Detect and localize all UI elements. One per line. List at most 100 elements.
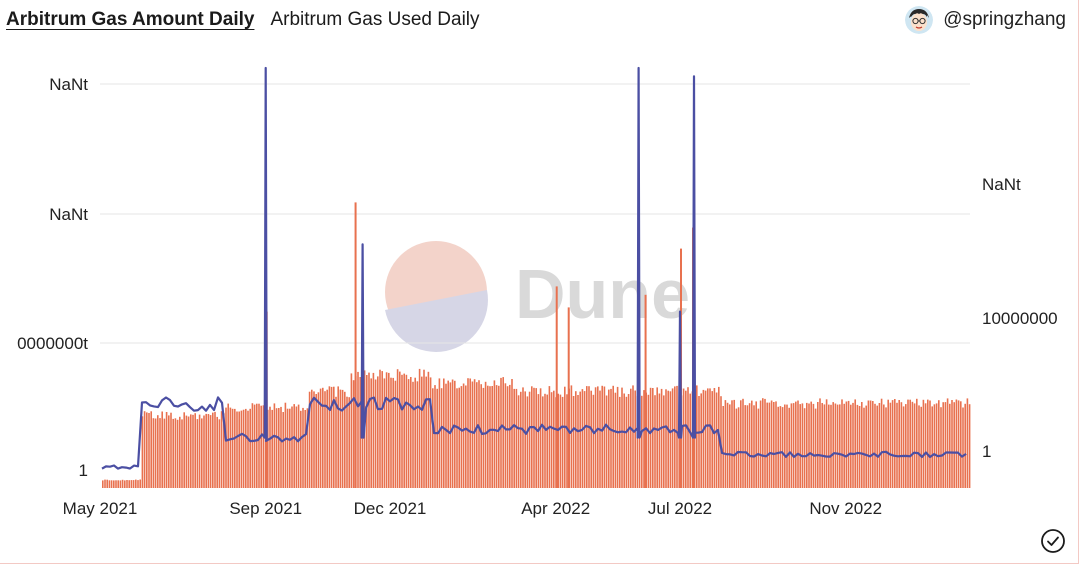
dune-watermark: Dune <box>385 241 690 352</box>
daily-bar <box>440 388 443 488</box>
daily-bar <box>572 396 575 488</box>
daily-bar <box>231 408 234 488</box>
daily-bar <box>946 398 949 488</box>
daily-bar <box>544 393 546 488</box>
daily-bar <box>117 480 119 488</box>
watermark-circle-bottom <box>385 290 488 352</box>
daily-bar <box>942 402 944 488</box>
daily-bar <box>236 411 238 488</box>
daily-bar <box>724 400 727 488</box>
daily-bar <box>599 390 601 488</box>
daily-bar <box>561 396 564 488</box>
daily-bar <box>135 479 137 488</box>
x-axis-tick-label: Dec 2021 <box>354 499 427 518</box>
daily-bar <box>713 388 716 488</box>
daily-bar <box>632 385 634 488</box>
daily-bar <box>861 402 863 488</box>
daily-bar <box>777 406 779 488</box>
daily-bar <box>225 407 227 488</box>
tab-gas-amount-daily[interactable]: Arbitrum Gas Amount Daily <box>6 9 255 30</box>
daily-bar <box>293 404 295 488</box>
daily-bar <box>161 411 163 488</box>
daily-bar <box>630 388 632 488</box>
daily-bar <box>821 403 823 488</box>
daily-bar <box>656 387 658 488</box>
daily-bar <box>357 371 359 488</box>
x-axis-tick-label: Apr 2022 <box>521 499 590 518</box>
daily-bar <box>174 418 177 488</box>
daily-bar <box>286 408 289 488</box>
daily-bar <box>685 390 687 488</box>
daily-bar <box>209 415 212 488</box>
daily-bar <box>308 391 311 488</box>
daily-bar <box>740 400 742 488</box>
daily-bar <box>817 402 819 488</box>
daily-bar <box>845 401 848 488</box>
daily-bar <box>223 413 225 488</box>
bar-spike <box>644 294 647 488</box>
daily-bar <box>295 406 298 488</box>
daily-bar <box>735 408 738 488</box>
daily-bar <box>238 411 240 488</box>
daily-bar <box>104 479 106 488</box>
daily-bar <box>469 378 471 488</box>
daily-bar <box>478 380 480 488</box>
daily-bar <box>808 403 810 488</box>
daily-bar <box>137 480 139 488</box>
check-circle-icon[interactable] <box>1040 528 1066 554</box>
daily-bar <box>940 407 942 488</box>
left-axis-tick-label: NaNt <box>49 205 88 224</box>
daily-bar <box>867 400 870 488</box>
daily-bar <box>902 406 905 488</box>
author-badge[interactable]: @springzhang <box>905 6 1066 34</box>
daily-bar <box>313 391 315 488</box>
daily-bar <box>322 387 324 488</box>
daily-bar <box>828 404 830 488</box>
daily-bar <box>449 382 452 488</box>
daily-bar <box>854 399 856 488</box>
daily-bar <box>832 402 834 488</box>
daily-bar <box>482 387 485 488</box>
daily-bar <box>139 479 141 488</box>
daily-bar <box>682 388 685 488</box>
x-axis-tick-label: Nov 2022 <box>809 499 882 518</box>
daily-bar <box>302 407 304 488</box>
daily-bar <box>471 381 474 488</box>
daily-bar <box>674 386 676 488</box>
daily-bar <box>280 406 282 488</box>
chart-axes: 1 0000000t NaNt NaNt 1 10000000 NaNt May 2021 Se… <box>17 75 1058 518</box>
daily-bar <box>887 399 889 488</box>
daily-bar <box>830 404 832 488</box>
daily-bar <box>737 407 740 488</box>
daily-bar <box>531 386 533 488</box>
daily-bar <box>623 393 625 488</box>
daily-bar <box>113 480 115 488</box>
daily-bar <box>370 378 372 488</box>
daily-bar <box>495 385 498 488</box>
daily-bar <box>894 399 896 488</box>
daily-bar <box>339 389 342 488</box>
daily-bar <box>586 386 588 488</box>
daily-bar <box>264 407 267 488</box>
daily-bar <box>359 377 361 488</box>
daily-bar <box>216 416 218 488</box>
daily-bar <box>748 403 751 488</box>
left-axis-tick-label: 0000000t <box>17 334 88 353</box>
daily-bar <box>399 371 401 488</box>
daily-bar <box>781 407 784 488</box>
daily-bar <box>377 376 379 488</box>
daily-bar <box>297 404 300 488</box>
daily-bar <box>337 386 339 488</box>
tab-gas-used-daily[interactable]: Arbitrum Gas Used Daily <box>270 9 480 30</box>
daily-bar <box>663 395 665 488</box>
daily-bar <box>729 404 731 488</box>
daily-bar <box>381 371 383 488</box>
daily-bar <box>953 402 955 488</box>
daily-bar <box>487 385 489 488</box>
daily-bar <box>803 408 806 488</box>
daily-bar <box>300 410 302 488</box>
daily-bar <box>938 400 940 488</box>
daily-bar <box>955 399 958 488</box>
daily-bar <box>550 392 553 488</box>
daily-bar <box>275 408 278 488</box>
